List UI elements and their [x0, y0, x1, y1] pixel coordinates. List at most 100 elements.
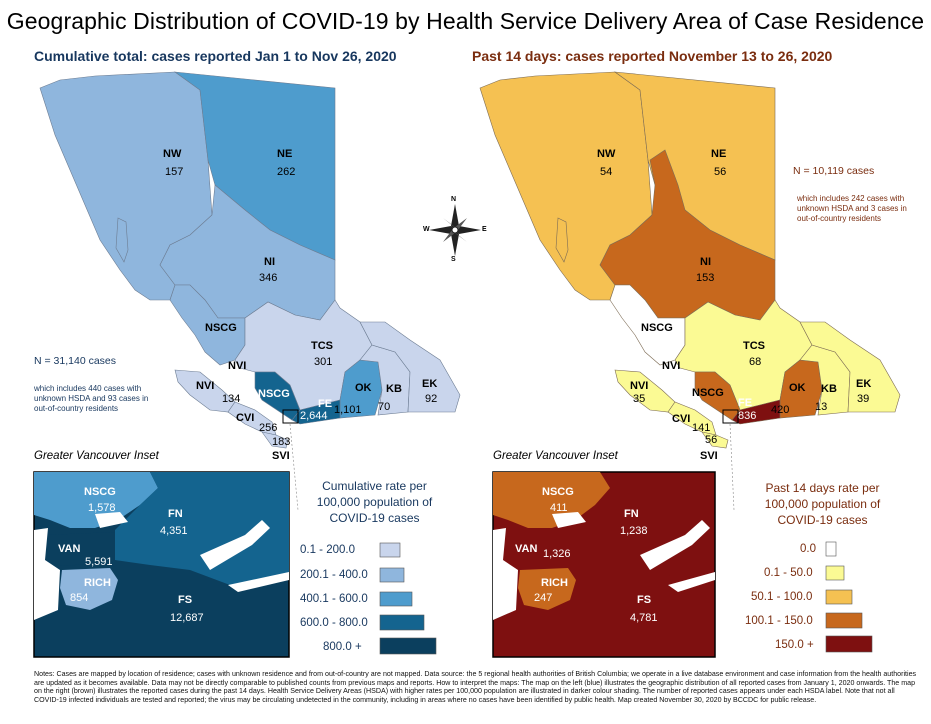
right-inset-marker: [722, 409, 739, 424]
right-label-nw: NW: [597, 148, 616, 160]
left-haida-gwaii: [115, 217, 129, 263]
left-inset-value-fs: 12,687: [170, 612, 204, 624]
left-region-nscg-south: [254, 371, 301, 421]
right-inset-label-van: VAN: [515, 543, 538, 555]
left-label-nvi-north: NVI: [228, 360, 247, 372]
right-label-ok: OK: [789, 382, 806, 394]
left-value-tcs: 301: [314, 356, 333, 368]
left-inset-label-nscg: NSCG: [84, 486, 116, 498]
compass-e: E: [482, 226, 487, 233]
right-label-ne: NE: [711, 148, 727, 160]
left-value-ne: 262: [277, 166, 296, 178]
left-inset-label-van: VAN: [58, 543, 81, 555]
left-label-nscg-south: NSCG: [258, 388, 290, 400]
left-inset-leader: [289, 423, 299, 511]
right-haida-gwaii: [555, 217, 569, 263]
right-inset-map: [492, 471, 716, 658]
left-province-map: [39, 71, 461, 511]
right-legend-label-4: 100.1 - 150.0: [745, 615, 813, 627]
right-value-fe: 836: [738, 410, 757, 422]
right-region-nscg-south: [694, 371, 741, 421]
left-inset-nscg: [34, 472, 158, 528]
map-title: Geographic Distribution of COVID-19 by H…: [6, 8, 925, 34]
right-province-map: [479, 71, 901, 511]
right-inset-label-nscg: NSCG: [542, 486, 574, 498]
left-inset-value-van: 5,591: [85, 556, 113, 568]
left-inset-map: [33, 471, 290, 658]
left-legend-swatch-5: [379, 637, 437, 655]
right-label-svi: SVI: [700, 450, 718, 462]
left-label-fe: FE: [318, 398, 333, 410]
right-inset-value-nscg: 411: [550, 502, 568, 514]
left-legend-swatches: [379, 542, 437, 655]
right-value-ok: 420: [771, 404, 790, 416]
right-label-cvi: CVI: [672, 413, 691, 425]
right-inset-leader: [729, 423, 735, 511]
right-inset-value-fn: 1,238: [620, 525, 648, 537]
left-label-kb: KB: [386, 383, 402, 395]
right-label-nscg: NSCG: [641, 322, 673, 334]
compass-rose-icon: [429, 204, 481, 256]
right-legend-label-1: 0.0: [800, 543, 816, 555]
right-legend-label-5: 150.0 +: [775, 639, 814, 651]
right-subtitle: Past 14 days: cases reported November 13…: [472, 48, 833, 64]
right-inset-title: Greater Vancouver Inset: [493, 450, 618, 462]
left-value-svi: 183: [272, 436, 291, 448]
right-inset-value-fs: 4,781: [630, 612, 658, 624]
left-inset-marker: [282, 409, 299, 424]
left-value-nvi: 134: [222, 393, 241, 405]
right-value-nw: 54: [600, 166, 613, 178]
left-value-ok: 1,101: [334, 404, 362, 416]
right-legend-swatch-4: [825, 612, 863, 629]
left-value-cvi: 256: [259, 422, 278, 434]
right-label-kb: KB: [821, 383, 837, 395]
left-label-nw: NW: [163, 148, 182, 160]
left-total: N = 31,140 cases: [34, 355, 117, 367]
footnotes: Notes: Cases are mapped by location of r…: [34, 670, 917, 704]
left-value-nw: 157: [165, 166, 184, 178]
left-inset-fn: [115, 472, 289, 585]
left-label-tcs: TCS: [311, 340, 333, 352]
right-label-ni: NI: [700, 256, 711, 268]
left-inset-van: [45, 532, 115, 566]
left-legend-label-4: 600.0 - 800.0: [300, 617, 368, 629]
left-label-svi: SVI: [272, 450, 290, 462]
left-legend-swatch-1: [379, 542, 401, 558]
right-inset-value-van: 1,326: [543, 548, 571, 560]
left-label-ni: NI: [264, 256, 275, 268]
left-label-ok: OK: [355, 382, 372, 394]
left-inset-water: [34, 512, 289, 620]
right-inset-label-fn: FN: [624, 508, 639, 520]
left-subtitle: Cumulative total: cases reported Jan 1 t…: [34, 48, 397, 64]
left-total-note: which includes 440 cases with unknown HS…: [34, 384, 149, 413]
right-label-tcs: TCS: [743, 340, 765, 352]
right-legend-title: Past 14 days rate per 100,000 population…: [764, 481, 881, 527]
right-inset-rich: [518, 568, 576, 610]
right-legend-swatch-3: [825, 589, 853, 605]
left-region-svi: [261, 431, 289, 449]
left-label-nscg: NSCG: [205, 322, 237, 334]
right-legend-swatch-5: [825, 635, 873, 653]
left-label-cvi: CVI: [236, 412, 255, 424]
right-inset-van: [503, 532, 573, 566]
left-legend-swatch-3: [379, 591, 413, 607]
left-inset-label-fn: FN: [168, 508, 183, 520]
right-inset-water: [493, 512, 715, 620]
left-value-fe: 2,644: [300, 410, 328, 422]
right-value-kb: 13: [815, 401, 828, 413]
left-label-ne: NE: [277, 148, 293, 160]
left-legend-swatch-4: [379, 614, 425, 631]
right-inset-label-fs: FS: [637, 594, 652, 606]
right-region-cvi: [667, 401, 717, 436]
right-value-nvi: 35: [633, 393, 646, 405]
right-value-svi: 56: [705, 434, 718, 446]
right-inset-nscg: [493, 472, 610, 528]
left-legend-swatch-2: [379, 567, 405, 583]
left-value-ek: 92: [425, 393, 438, 405]
right-value-tcs: 68: [749, 356, 762, 368]
right-value-ek: 39: [857, 393, 870, 405]
right-legend-swatch-2: [825, 565, 845, 581]
right-value-ne: 56: [714, 166, 727, 178]
left-legend-label-1: 0.1 - 200.0: [300, 544, 355, 556]
